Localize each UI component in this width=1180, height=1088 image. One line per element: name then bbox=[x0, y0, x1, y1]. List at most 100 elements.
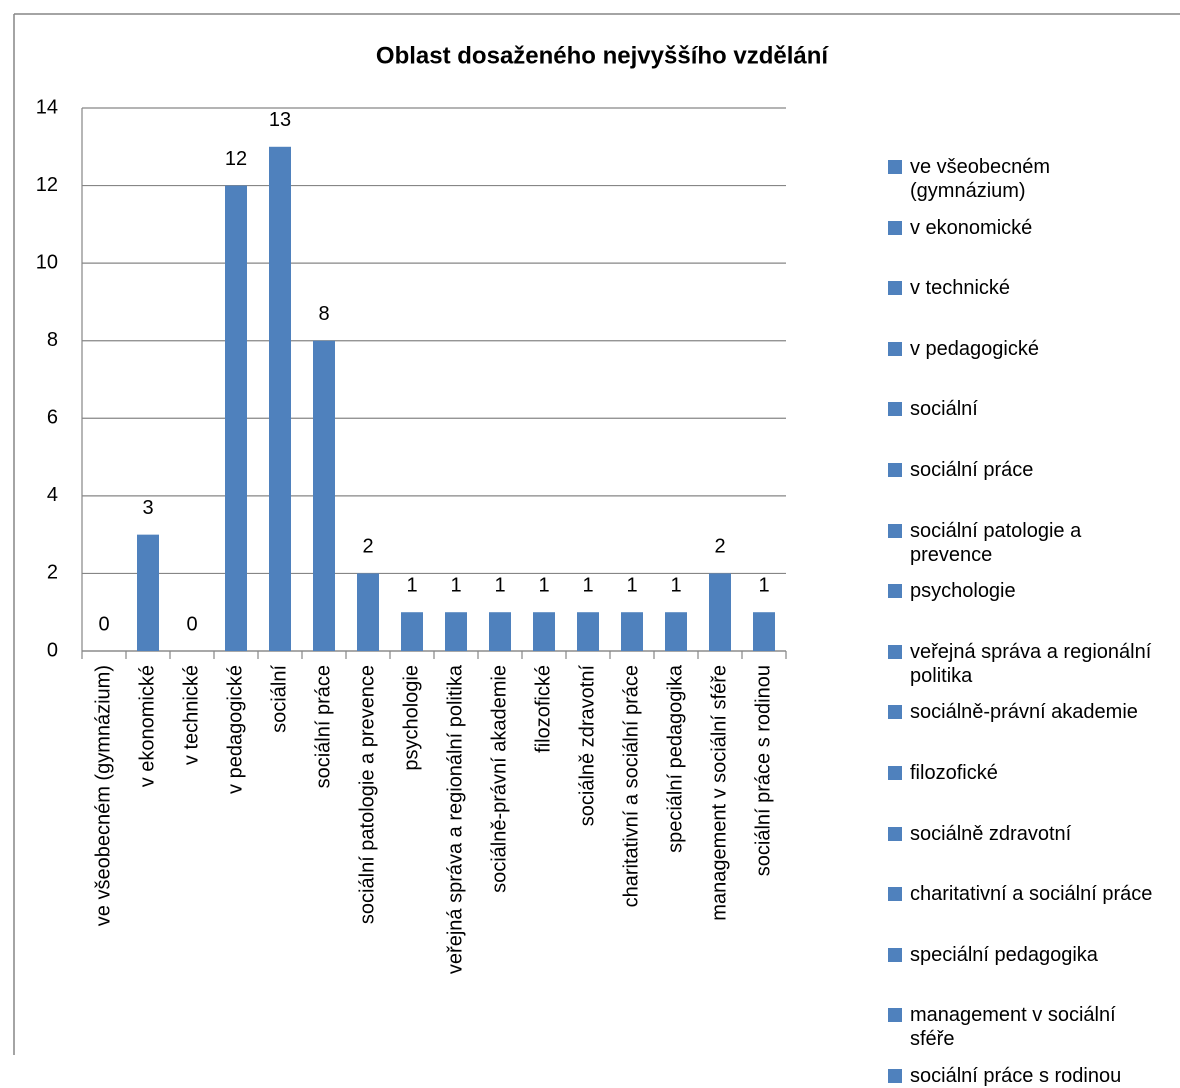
value-label: 8 bbox=[318, 303, 329, 325]
value-label: 1 bbox=[758, 574, 769, 596]
legend-label: speciální pedagogika bbox=[910, 943, 1098, 966]
legend-swatch bbox=[888, 220, 902, 235]
legend-swatch bbox=[888, 947, 902, 962]
legend-label: management v sociální sféře bbox=[910, 1004, 1116, 1051]
legend-swatch bbox=[888, 463, 902, 477]
x-tick-label: ve všeobecném (gymnázium) bbox=[92, 665, 114, 926]
x-tick-label: filozofické bbox=[532, 665, 554, 753]
x-tick-label: charitativní a sociální práce bbox=[620, 665, 642, 907]
bar bbox=[753, 612, 775, 651]
x-tick-label: sociálně-právní akademie bbox=[488, 665, 510, 893]
bar bbox=[577, 612, 599, 651]
bar bbox=[445, 612, 467, 651]
bar bbox=[489, 612, 511, 651]
legend-item: filozofické bbox=[886, 761, 1156, 785]
legend-label: charitativní a sociální práce bbox=[910, 883, 1153, 906]
bar bbox=[137, 534, 159, 651]
x-tick-label: management v sociální sféře bbox=[708, 665, 730, 921]
legend-swatch bbox=[888, 887, 902, 902]
y-tick-label: 2 bbox=[47, 562, 58, 584]
legend-swatch bbox=[888, 281, 902, 296]
x-tick-label: sociální patologie a prevence bbox=[356, 665, 378, 924]
legend-item: v ekonomické bbox=[886, 216, 1156, 240]
legend-swatch bbox=[888, 766, 902, 780]
legend-swatch bbox=[888, 705, 902, 720]
legend-swatch bbox=[888, 826, 902, 841]
bar bbox=[269, 146, 291, 652]
y-tick-label: 14 bbox=[36, 96, 58, 118]
bar bbox=[401, 612, 423, 651]
chart: Oblast dosaženého nejvyššího vzdělání 0 2… bbox=[13, 13, 1180, 1055]
bar bbox=[533, 612, 555, 651]
x-tick-label: sociálně zdravotní bbox=[576, 665, 598, 827]
legend-label: veřejná správa a regionální politika bbox=[910, 640, 1152, 687]
legend-item: sociální práce bbox=[886, 458, 1156, 482]
legend-item: speciální pedagogika bbox=[886, 943, 1156, 967]
value-label: 12 bbox=[225, 148, 247, 170]
legend-item: ve všeobecném (gymnázium) bbox=[886, 155, 1156, 203]
value-label: 3 bbox=[142, 497, 153, 519]
value-label: 1 bbox=[582, 574, 593, 596]
y-tick-label: 10 bbox=[36, 251, 58, 273]
legend-item: sociální práce s rodinou bbox=[886, 1064, 1156, 1088]
legend-item: sociální patologie a prevence bbox=[886, 519, 1156, 567]
value-label: 0 bbox=[186, 613, 197, 635]
value-label: 13 bbox=[269, 109, 291, 131]
legend-item: v pedagogické bbox=[886, 337, 1156, 361]
legend-item: management v sociální sféře bbox=[886, 1003, 1156, 1051]
legend-item: sociálně zdravotní bbox=[886, 822, 1156, 846]
legend-item: sociální bbox=[886, 397, 1156, 421]
x-tick-label: v technické bbox=[180, 665, 202, 765]
bar bbox=[665, 612, 687, 651]
value-label: 2 bbox=[714, 536, 725, 558]
legend-label: sociálně zdravotní bbox=[910, 822, 1072, 845]
value-label: 1 bbox=[406, 574, 417, 596]
y-tick-label: 8 bbox=[47, 329, 58, 351]
legend-swatch bbox=[888, 1069, 902, 1083]
y-tick-label: 6 bbox=[47, 407, 58, 429]
legend-label: psychologie bbox=[910, 580, 1016, 603]
legend-label: sociální práce s rodinou bbox=[910, 1065, 1122, 1087]
value-label: 1 bbox=[626, 574, 637, 596]
value-label: 1 bbox=[450, 574, 461, 596]
y-tick-label: 12 bbox=[36, 174, 58, 196]
legend-swatch bbox=[888, 341, 902, 356]
legend-label: v pedagogické bbox=[910, 337, 1039, 360]
x-tick-label: v ekonomické bbox=[136, 665, 158, 787]
legend-swatch bbox=[888, 1008, 902, 1023]
legend-swatch bbox=[888, 644, 902, 659]
x-tick-label: sociální práce bbox=[312, 665, 334, 788]
legend-swatch bbox=[888, 160, 902, 174]
legend-item: v technické bbox=[886, 276, 1156, 300]
bar bbox=[225, 185, 247, 652]
legend-label: v ekonomické bbox=[910, 216, 1033, 239]
bar bbox=[709, 573, 731, 651]
x-tick-label: psychologie bbox=[400, 665, 422, 771]
legend-label: sociální patologie a prevence bbox=[910, 519, 1082, 566]
y-tick-label: 0 bbox=[47, 639, 58, 661]
x-tick-label: speciální pedagogika bbox=[664, 664, 686, 853]
x-tick-label: sociální práce s rodinou bbox=[752, 665, 774, 876]
legend-item: veřejná správa a regionální politika bbox=[886, 640, 1156, 688]
legend-item: charitativní a sociální práce bbox=[886, 882, 1156, 906]
legend-item: sociálně-právní akademie bbox=[886, 700, 1156, 724]
x-tick-label: veřejná správa a regionální politika bbox=[444, 664, 466, 974]
legend-swatch bbox=[888, 402, 902, 417]
bar bbox=[357, 573, 379, 651]
y-tick-label: 4 bbox=[47, 484, 58, 506]
value-label: 0 bbox=[98, 613, 109, 635]
value-label: 1 bbox=[494, 574, 505, 596]
legend-label: sociální bbox=[910, 398, 978, 421]
legend-label: v technické bbox=[910, 277, 1011, 300]
x-tick-label: v pedagogické bbox=[224, 665, 246, 794]
legend-swatch bbox=[888, 584, 902, 599]
chart-title: Oblast dosaženého nejvyššího vzdělání bbox=[376, 42, 829, 69]
legend-label: ve všeobecném (gymnázium) bbox=[910, 156, 1051, 202]
bar bbox=[313, 340, 335, 651]
legend-label: sociálně-právní akademie bbox=[910, 701, 1138, 724]
bar bbox=[621, 612, 643, 651]
legend-label: filozofické bbox=[910, 762, 998, 784]
x-tick-label: sociální bbox=[268, 665, 290, 733]
value-label: 2 bbox=[362, 536, 373, 558]
legend-item: psychologie bbox=[886, 579, 1156, 603]
